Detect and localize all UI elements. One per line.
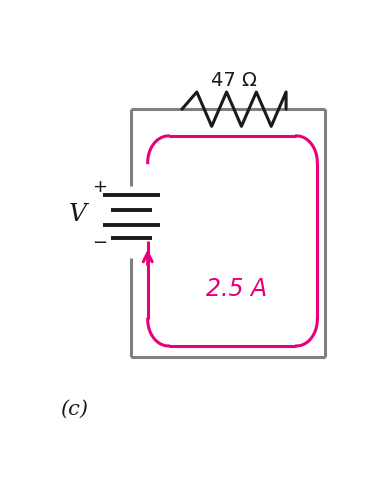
- Text: V: V: [69, 203, 87, 226]
- Text: +: +: [93, 179, 108, 196]
- Text: −: −: [93, 234, 108, 252]
- Text: 47 Ω: 47 Ω: [211, 71, 257, 90]
- Text: (c): (c): [60, 399, 88, 419]
- Text: 2.5 A: 2.5 A: [207, 277, 268, 301]
